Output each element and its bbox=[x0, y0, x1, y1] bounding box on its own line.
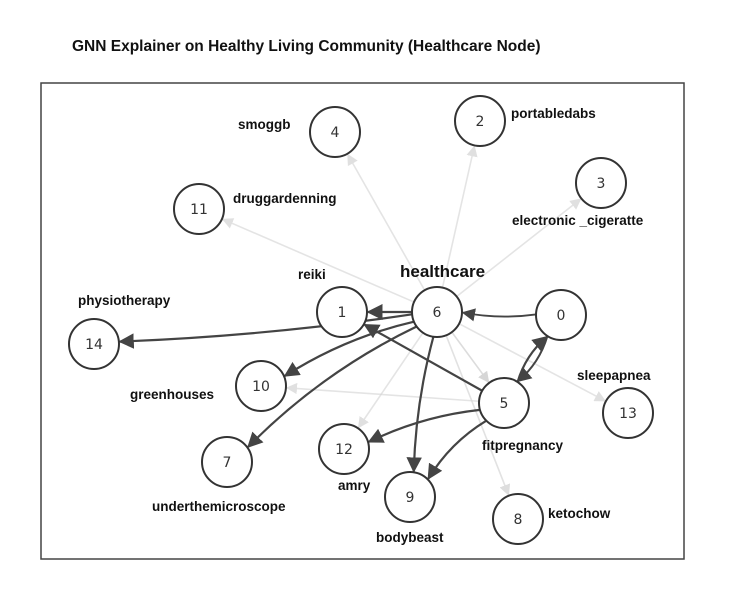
node-circle bbox=[235, 360, 287, 412]
node-name-label: electronic _cigeratte bbox=[512, 213, 644, 228]
node-circle bbox=[316, 286, 368, 338]
node-circle bbox=[535, 289, 587, 341]
edge-6-to-4 bbox=[347, 153, 426, 291]
edge-5-to-12 bbox=[367, 408, 481, 443]
node-circle bbox=[309, 106, 361, 158]
edge-5-to-1 bbox=[363, 323, 483, 392]
node-circle bbox=[411, 286, 463, 338]
node-4: 4 smoggb bbox=[238, 106, 361, 158]
node-name-label: reiki bbox=[298, 267, 326, 282]
node-name-label: smoggb bbox=[238, 117, 291, 132]
node-circle bbox=[384, 471, 436, 523]
node-id-label: 12 bbox=[335, 442, 353, 458]
edge-6-to-12 bbox=[357, 332, 424, 429]
node-id-label: 3 bbox=[597, 176, 606, 192]
node-circle bbox=[173, 183, 225, 235]
node-id-label: 8 bbox=[514, 512, 523, 528]
node-0: 0 bbox=[535, 289, 587, 341]
node-id-label: 13 bbox=[619, 406, 637, 422]
node-2: 2 portabledabs bbox=[454, 95, 596, 147]
plot-frame bbox=[40, 82, 685, 560]
node-12: 12 amry bbox=[318, 423, 371, 493]
edge-6-to-8 bbox=[445, 334, 511, 496]
node-id-label: 14 bbox=[85, 337, 103, 353]
edge-5-to-0 bbox=[516, 335, 549, 383]
node-circle bbox=[454, 95, 506, 147]
node-9: 9 bodybeast bbox=[376, 471, 444, 545]
node-name-label: bodybeast bbox=[376, 530, 444, 545]
edge-6-to-11 bbox=[221, 218, 415, 303]
node-circle bbox=[492, 493, 544, 545]
node-id-label: 2 bbox=[476, 114, 485, 130]
node-name-label: greenhouses bbox=[130, 387, 214, 402]
node-name-label: amry bbox=[338, 478, 371, 493]
node-circle bbox=[575, 157, 627, 209]
node-circle bbox=[68, 318, 120, 370]
edge-5-to-10 bbox=[285, 382, 480, 403]
node-id-label: 0 bbox=[557, 308, 566, 324]
edge-0-to-6 bbox=[461, 308, 537, 322]
node-name-label: druggardenning bbox=[233, 191, 337, 206]
nodes-layer: 0 1 reiki 2 portabledabs 3 electronic _cigerat… bbox=[68, 95, 654, 545]
node-id-label: 5 bbox=[500, 396, 509, 412]
node-11: 11 druggardenning bbox=[173, 183, 337, 235]
edge-0-to-5 bbox=[517, 335, 549, 383]
node-name-label: healthcare bbox=[400, 262, 485, 281]
node-name-label: sleepapnea bbox=[577, 368, 651, 383]
node-1: 1 reiki bbox=[298, 267, 368, 338]
node-id-label: 1 bbox=[338, 305, 347, 321]
edge-6-to-9 bbox=[406, 336, 435, 473]
edge-6-to-5 bbox=[451, 331, 490, 383]
node-circle bbox=[478, 377, 530, 429]
node-name-label: ketochow bbox=[548, 506, 611, 521]
node-3: 3 electronic _cigeratte bbox=[512, 157, 644, 228]
node-name-label: portabledabs bbox=[511, 106, 596, 121]
edge-6-to-14 bbox=[118, 313, 413, 349]
diagram-title: GNN Explainer on Healthy Living Communit… bbox=[72, 38, 541, 55]
node-circle bbox=[602, 387, 654, 439]
node-6: 6 healthcare bbox=[400, 262, 485, 338]
node-14: 14 physiotherapy bbox=[68, 293, 171, 370]
node-name-label: physiotherapy bbox=[78, 293, 171, 308]
node-id-label: 6 bbox=[433, 305, 442, 321]
node-id-label: 10 bbox=[252, 379, 270, 395]
node-id-label: 7 bbox=[223, 455, 232, 471]
edge-6-to-13 bbox=[458, 322, 607, 402]
node-8: 8 ketochow bbox=[492, 493, 611, 545]
node-7: 7 underthemicroscope bbox=[152, 436, 286, 514]
node-circle bbox=[318, 423, 370, 475]
node-id-label: 9 bbox=[406, 490, 415, 506]
node-13: 13 sleepapnea bbox=[577, 368, 654, 439]
edge-6-to-10 bbox=[283, 320, 415, 377]
edge-5-to-9 bbox=[427, 419, 487, 480]
edges-layer bbox=[118, 145, 607, 496]
node-id-label: 11 bbox=[190, 202, 208, 218]
node-name-label: fitpregnancy bbox=[482, 438, 564, 453]
edge-6-to-3 bbox=[456, 198, 582, 298]
node-10: 10 greenhouses bbox=[130, 360, 287, 412]
node-circle bbox=[201, 436, 253, 488]
node-name-label: underthemicroscope bbox=[152, 499, 286, 514]
edge-6-to-2 bbox=[441, 145, 478, 288]
node-id-label: 4 bbox=[331, 125, 340, 141]
node-5: 5 fitpregnancy bbox=[478, 377, 564, 453]
edge-6-to-7 bbox=[247, 325, 418, 448]
